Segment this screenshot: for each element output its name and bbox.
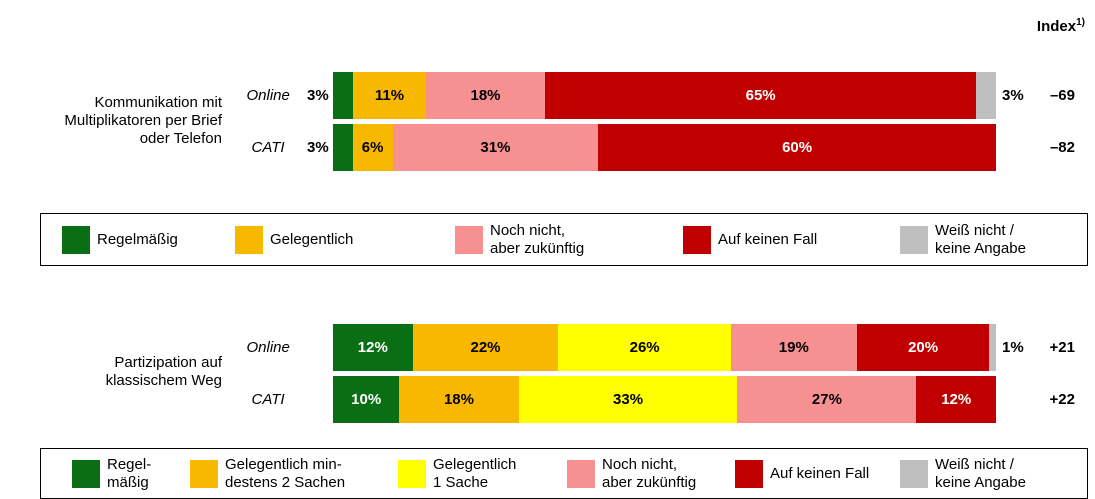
category-label: Online: [246, 86, 290, 104]
index-value: –82: [1049, 138, 1075, 156]
category-label: CATI: [251, 138, 285, 156]
legend-swatch: [398, 459, 426, 488]
value-label: 1%: [1002, 338, 1024, 356]
legend-swatch: [455, 225, 483, 254]
index-header: Index1): [1037, 14, 1085, 36]
legend-label: Auf keinen Fall: [770, 464, 870, 482]
value-label: 22%: [470, 338, 501, 356]
legend-swatch: [567, 459, 595, 488]
category-label: Online: [246, 338, 290, 356]
bar-segment: [392, 124, 599, 171]
value-label: 18%: [443, 390, 474, 408]
value-label: 31%: [480, 138, 511, 156]
bar-segment: [916, 376, 996, 423]
bar-segment: [856, 324, 990, 371]
legend-swatch: [72, 459, 100, 488]
value-label: 10%: [351, 390, 382, 408]
legend-label: Noch nicht, aber zukünftig: [602, 455, 697, 491]
value-label: 65%: [745, 86, 776, 104]
legend-box: [40, 213, 1088, 266]
value-label: 3%: [1002, 86, 1024, 104]
index-header-sup: 1): [1076, 17, 1085, 28]
value-label: 12%: [941, 390, 972, 408]
legend-swatch: [735, 459, 763, 488]
legend-swatch: [235, 225, 263, 254]
legend-label: Weiß nicht / keine Angabe: [935, 455, 1026, 491]
bar-segment: [558, 324, 731, 371]
legend-swatch: [900, 459, 928, 488]
value-label: 60%: [782, 138, 813, 156]
value-label: 3%: [307, 86, 329, 104]
legend-label: Noch nicht, aber zukünftig: [490, 221, 585, 257]
legend-swatch: [62, 225, 90, 254]
bar-segment: [737, 376, 917, 423]
bar-segment: [730, 324, 857, 371]
legend-label: Auf keinen Fall: [718, 230, 818, 248]
bar-segment: [333, 324, 413, 371]
legend-swatch: [190, 459, 218, 488]
bar-segment: [333, 72, 353, 119]
legend-label: Gelegentlich min- destens 2 Sachen: [225, 455, 346, 491]
index-value: +21: [1049, 338, 1075, 356]
bar-segment: [333, 376, 400, 423]
value-label: 12%: [357, 338, 388, 356]
legend-label: Regelmäßig: [97, 230, 178, 248]
chart-label: Kommunikation mit Multiplikatoren per Br…: [64, 94, 222, 147]
value-label: 27%: [811, 390, 842, 408]
legend-label: Gelegentlich 1 Sache: [433, 455, 517, 491]
bar-segment: [518, 376, 738, 423]
legend-label: Weiß nicht / keine Angabe: [935, 221, 1026, 257]
legend-swatch: [683, 225, 711, 254]
value-label: 26%: [629, 338, 660, 356]
legend-label: Regel- mäßig: [107, 455, 152, 491]
value-label: 18%: [470, 86, 501, 104]
legend-swatch: [900, 225, 928, 254]
value-label: 6%: [361, 138, 384, 156]
value-label: 20%: [908, 338, 939, 356]
value-label: 19%: [778, 338, 809, 356]
category-label: CATI: [251, 390, 285, 408]
value-label: 3%: [307, 138, 329, 156]
bar-segment: [545, 72, 977, 119]
bar-segment: [352, 72, 426, 119]
value-label: 33%: [613, 390, 644, 408]
value-label: 11%: [374, 86, 405, 104]
bar-segment: [989, 324, 996, 371]
bar-segment: [976, 72, 996, 119]
chart-label: Partizipation auf klassischem Weg: [105, 354, 222, 389]
bar-segment: [352, 124, 393, 171]
bar-segment: [598, 124, 996, 171]
bar-segment: [333, 124, 353, 171]
index-header-text: Index: [1036, 18, 1077, 35]
index-value: –69: [1049, 86, 1075, 104]
bar-segment: [425, 72, 546, 119]
index-value: +22: [1049, 390, 1075, 408]
legend-label: Gelegentlich: [270, 230, 354, 248]
bar-segment: [399, 376, 519, 423]
bar-segment: [412, 324, 559, 371]
